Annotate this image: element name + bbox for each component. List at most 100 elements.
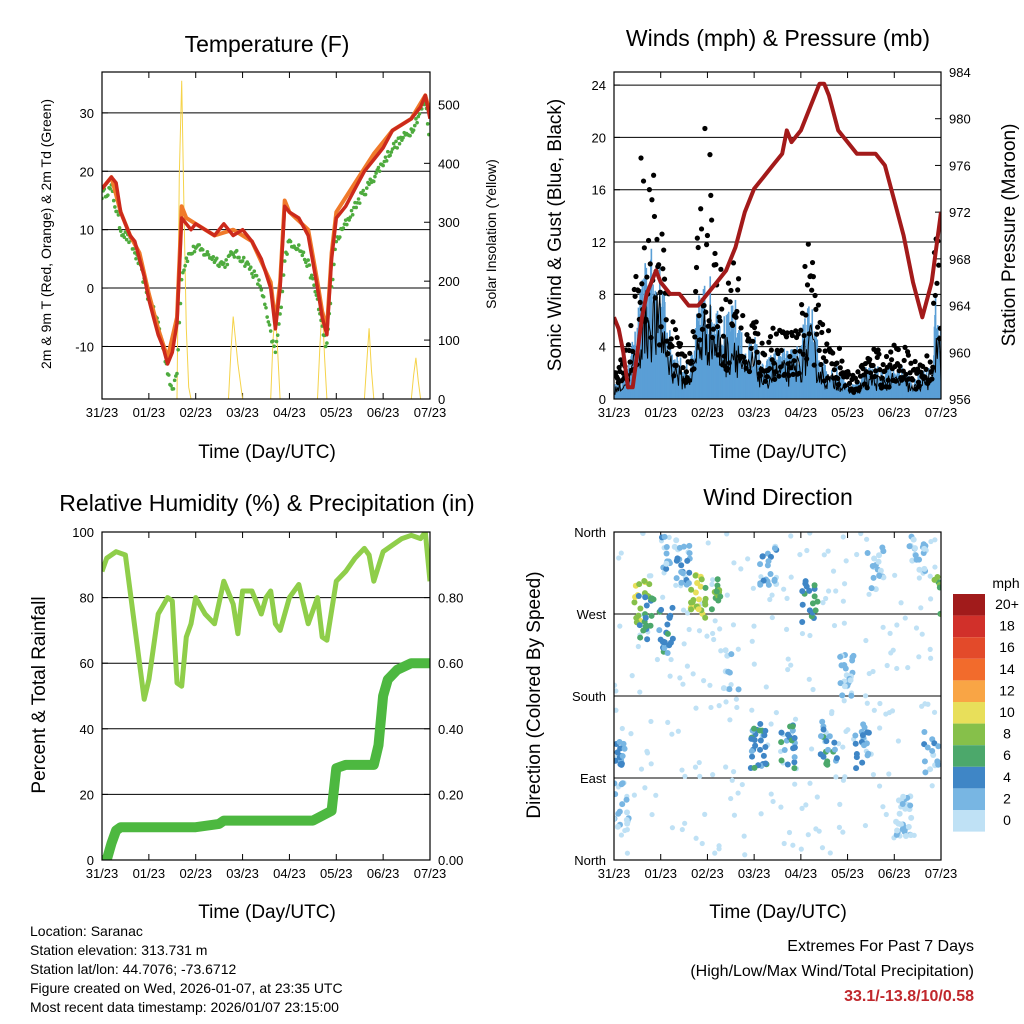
gust-point [814, 331, 820, 337]
direction-series [614, 532, 941, 858]
gust-point [797, 348, 803, 354]
direction-point [676, 544, 683, 551]
direction-point [726, 669, 733, 676]
direction-point [637, 634, 644, 641]
direction-point [804, 547, 810, 554]
gust-point [706, 318, 712, 324]
direction-point [791, 734, 798, 741]
y-tick-label: 40 [80, 722, 94, 737]
direction-point [869, 563, 876, 570]
dewpoint-point [281, 273, 286, 277]
gust-point [862, 381, 868, 387]
direction-point [730, 622, 737, 628]
direction-point [807, 632, 813, 639]
direction-point [614, 757, 619, 764]
recent-text: Most recent data timestamp: 2026/01/07 2… [30, 999, 339, 1015]
gust-point [753, 319, 759, 325]
location-text: Location: Saranac [30, 923, 143, 939]
direction-point [862, 822, 869, 829]
gust-point [929, 376, 935, 382]
dewpoint-point [427, 132, 430, 137]
direction-point [665, 719, 671, 726]
dewpoint-point [285, 252, 289, 256]
dewpoint-point [182, 268, 186, 272]
gust-point [795, 331, 801, 337]
direction-point [729, 777, 735, 783]
direction-point [713, 588, 720, 595]
direction-point [716, 843, 722, 849]
gust-point [616, 364, 622, 371]
gust-point [734, 308, 740, 315]
legend-swatch [953, 658, 985, 681]
gust-point [680, 364, 686, 371]
direction-point [751, 764, 758, 771]
gust-point [773, 331, 779, 337]
gust-point [772, 369, 779, 375]
direction-point [883, 811, 889, 818]
direction-point [797, 551, 803, 558]
direction-point [824, 761, 831, 768]
y-tick-label: 20 [592, 130, 606, 145]
gust-point [703, 242, 710, 248]
gust-point [657, 289, 663, 295]
direction-point [886, 771, 892, 777]
x-tick-label: 31/23 [86, 866, 119, 881]
gust-point [908, 360, 914, 366]
direction-point [924, 744, 931, 751]
gust-point [777, 364, 784, 370]
y-tick-label-right: 964 [949, 299, 971, 314]
direction-point [716, 702, 722, 709]
direction-point [614, 707, 619, 713]
y-tick-label-right: 300 [438, 215, 460, 230]
direction-point [825, 548, 831, 554]
y-tick-label-right: 968 [949, 252, 971, 267]
dewpoint-point [215, 256, 219, 261]
dewpoint-point [309, 273, 314, 278]
y-tick-label-right: 972 [949, 205, 971, 220]
dewpoint-point [408, 133, 412, 138]
dewpoint-point [279, 305, 284, 310]
direction-point [831, 739, 838, 746]
direction-point [741, 833, 747, 839]
direction-point [866, 591, 872, 597]
dewpoint-point [272, 344, 277, 349]
legend-swatch [953, 637, 985, 659]
gust-point [709, 334, 716, 341]
direction-point [718, 648, 724, 654]
direction-point [785, 666, 791, 673]
direction-point [921, 565, 928, 572]
gust-point [812, 292, 818, 299]
temperature-xlabel: Time (Day/UTC) [198, 442, 336, 463]
dewpoint-point [389, 150, 394, 154]
direction-point [837, 801, 843, 807]
direction-point [646, 573, 652, 579]
dewpoint-point [386, 149, 390, 154]
direction-point [686, 550, 693, 557]
direction-point [619, 780, 626, 787]
direction-point [773, 709, 779, 716]
direction-point [894, 665, 900, 672]
legend-swatch [953, 766, 985, 789]
gust-point [836, 345, 843, 351]
legend-label: 18 [999, 618, 1015, 634]
direction-point [658, 606, 665, 613]
gust-point [647, 261, 653, 267]
dewpoint-point [307, 263, 312, 267]
gust-point [648, 334, 654, 341]
direction-point [723, 764, 729, 770]
direction-point [811, 593, 818, 600]
gust-point [718, 266, 724, 272]
direction-point [708, 704, 714, 711]
direction-point [738, 566, 744, 572]
gust-point [860, 366, 866, 372]
direction-point [803, 802, 809, 808]
direction-point [821, 552, 827, 558]
direction-point [633, 614, 640, 621]
dewpoint-point [341, 226, 346, 230]
dewpoint-point [295, 246, 300, 251]
dewpoint-point [397, 141, 402, 146]
gust-point [886, 384, 892, 390]
direction-point [781, 840, 787, 847]
gust-point [762, 378, 769, 384]
direction-point [858, 532, 864, 537]
